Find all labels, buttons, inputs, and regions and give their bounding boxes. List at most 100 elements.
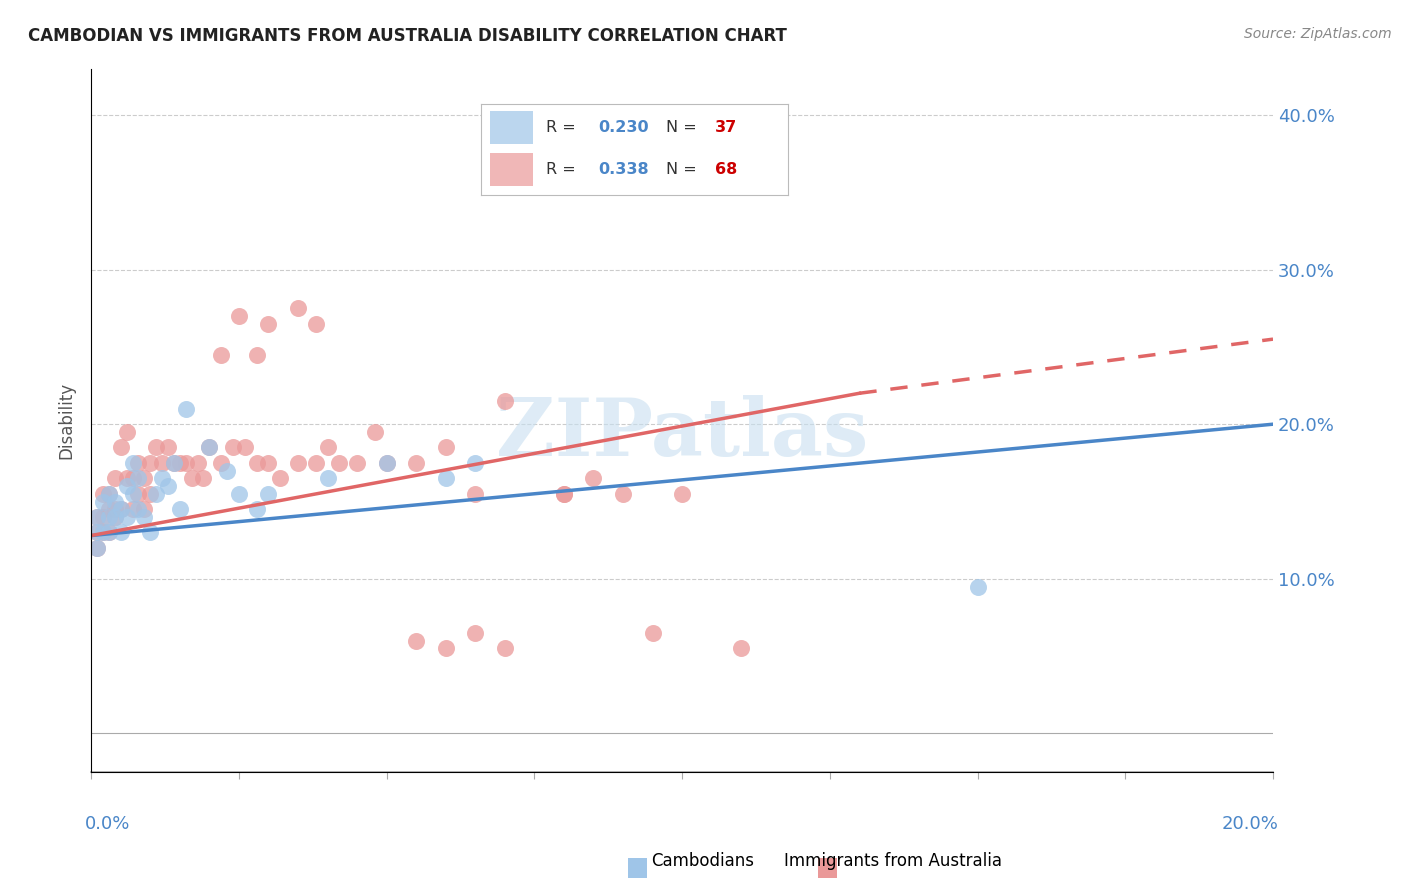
Point bbox=[316, 441, 339, 455]
Point bbox=[127, 502, 149, 516]
Point bbox=[169, 456, 191, 470]
Point bbox=[364, 425, 387, 439]
Text: 20.0%: 20.0% bbox=[1222, 815, 1279, 833]
Point bbox=[104, 510, 127, 524]
Point bbox=[434, 471, 457, 485]
Point bbox=[434, 441, 457, 455]
Point bbox=[174, 401, 197, 416]
Point bbox=[163, 456, 186, 470]
Point bbox=[553, 487, 575, 501]
Point bbox=[582, 471, 605, 485]
Point bbox=[86, 510, 108, 524]
Point bbox=[86, 541, 108, 555]
Text: ZIPatlas: ZIPatlas bbox=[496, 395, 869, 474]
Text: Cambodians: Cambodians bbox=[651, 852, 755, 870]
Point bbox=[328, 456, 350, 470]
Point bbox=[86, 525, 108, 540]
Point bbox=[134, 471, 156, 485]
Point bbox=[110, 502, 132, 516]
Point bbox=[209, 456, 232, 470]
Point bbox=[139, 525, 162, 540]
Point bbox=[405, 633, 427, 648]
Text: Source: ZipAtlas.com: Source: ZipAtlas.com bbox=[1244, 27, 1392, 41]
Point bbox=[553, 487, 575, 501]
Point bbox=[169, 502, 191, 516]
Point bbox=[215, 464, 238, 478]
Point bbox=[257, 456, 280, 470]
Point bbox=[86, 510, 108, 524]
Point bbox=[375, 456, 398, 470]
Point bbox=[405, 456, 427, 470]
Point bbox=[305, 456, 328, 470]
Point bbox=[145, 441, 167, 455]
Point bbox=[97, 487, 120, 501]
Point bbox=[287, 301, 309, 316]
Point bbox=[97, 487, 120, 501]
Point bbox=[115, 471, 138, 485]
Text: CAMBODIAN VS IMMIGRANTS FROM AUSTRALIA DISABILITY CORRELATION CHART: CAMBODIAN VS IMMIGRANTS FROM AUSTRALIA D… bbox=[28, 27, 787, 45]
Point bbox=[127, 487, 149, 501]
Point bbox=[104, 510, 127, 524]
Point bbox=[97, 525, 120, 540]
Point bbox=[193, 471, 215, 485]
Y-axis label: Disability: Disability bbox=[58, 382, 75, 458]
Point bbox=[121, 471, 143, 485]
Point bbox=[966, 580, 988, 594]
Point bbox=[174, 456, 197, 470]
Point bbox=[257, 487, 280, 501]
Point bbox=[246, 456, 269, 470]
Point bbox=[91, 510, 114, 524]
Point bbox=[145, 487, 167, 501]
Point bbox=[494, 394, 516, 409]
Point bbox=[316, 471, 339, 485]
Point bbox=[104, 471, 127, 485]
Point bbox=[287, 456, 309, 470]
Point bbox=[127, 456, 149, 470]
Point bbox=[375, 456, 398, 470]
Point bbox=[228, 487, 250, 501]
Point bbox=[269, 471, 291, 485]
Point bbox=[115, 425, 138, 439]
Point bbox=[464, 487, 486, 501]
Point bbox=[257, 317, 280, 331]
Point bbox=[730, 641, 752, 656]
Point bbox=[163, 456, 186, 470]
Point bbox=[641, 626, 664, 640]
Point bbox=[127, 471, 149, 485]
Point bbox=[134, 502, 156, 516]
Point bbox=[186, 456, 208, 470]
Text: Immigrants from Australia: Immigrants from Australia bbox=[783, 852, 1002, 870]
Point bbox=[180, 471, 202, 485]
Point bbox=[134, 510, 156, 524]
Point bbox=[464, 456, 486, 470]
Point bbox=[104, 502, 127, 516]
Point bbox=[228, 309, 250, 323]
Point bbox=[150, 471, 173, 485]
Point bbox=[139, 456, 162, 470]
Point bbox=[91, 525, 114, 540]
Point bbox=[121, 456, 143, 470]
Point bbox=[209, 348, 232, 362]
Point bbox=[246, 502, 269, 516]
Point bbox=[110, 502, 132, 516]
Point bbox=[156, 441, 179, 455]
Point bbox=[110, 441, 132, 455]
Point bbox=[121, 502, 143, 516]
Point bbox=[434, 641, 457, 656]
Point bbox=[97, 502, 120, 516]
Point bbox=[86, 525, 108, 540]
Point bbox=[494, 154, 516, 169]
Point bbox=[346, 456, 368, 470]
Point bbox=[671, 487, 693, 501]
Point bbox=[86, 541, 108, 555]
Point bbox=[91, 487, 114, 501]
Point bbox=[115, 510, 138, 524]
Point bbox=[104, 494, 127, 508]
Point bbox=[91, 494, 114, 508]
Point bbox=[115, 479, 138, 493]
Point bbox=[246, 348, 269, 362]
Point bbox=[139, 487, 162, 501]
Point bbox=[97, 525, 120, 540]
Point bbox=[91, 525, 114, 540]
Point bbox=[198, 441, 221, 455]
